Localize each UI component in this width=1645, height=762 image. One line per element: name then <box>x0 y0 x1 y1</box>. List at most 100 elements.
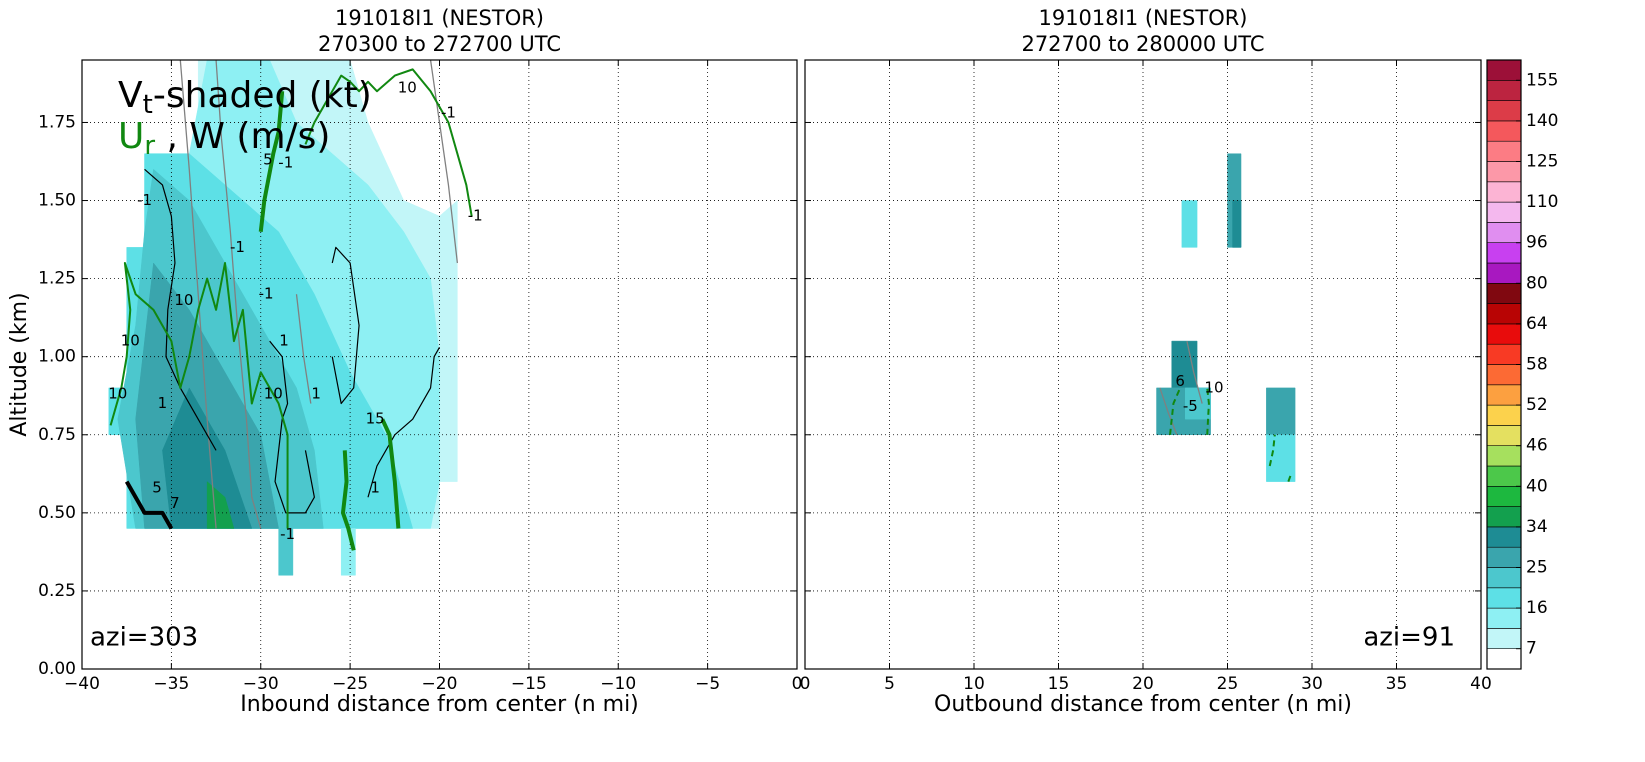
contour-label: 10 <box>398 79 417 97</box>
colorbar-bin <box>1486 628 1522 650</box>
contour-line <box>269 340 315 514</box>
colorbar-bin <box>1486 242 1522 264</box>
y-tick-label: 0.25 <box>38 581 76 601</box>
colorbar-bin <box>1486 323 1522 345</box>
contour-line <box>258 91 285 232</box>
colorbar-frame <box>1486 59 1522 670</box>
x-tick-label: 5 <box>884 674 895 694</box>
x-tick-label: 35 <box>1386 674 1408 694</box>
contour-line <box>109 262 289 529</box>
panel-title: 191018I1 (NESTOR) <box>335 6 544 30</box>
legend-text: V <box>118 75 143 116</box>
y-tick-label: 1.75 <box>38 112 76 132</box>
colorbar-label: 58 <box>1526 355 1548 375</box>
colorbar-bin <box>1486 201 1522 223</box>
x-tick-label: 0 <box>792 674 803 694</box>
x-tick-label: 0 <box>800 674 811 694</box>
colorbar-bin <box>1486 485 1522 507</box>
panel-title: 272700 to 280000 UTC <box>1021 32 1264 56</box>
y-tick-label: 0.00 <box>38 659 76 679</box>
shaded-region <box>1185 387 1211 420</box>
contour-label: 5 <box>263 150 273 168</box>
contour-label: -1 <box>278 154 293 172</box>
x-tick-label: −30 <box>243 674 279 694</box>
x-tick-label: 10 <box>963 674 985 694</box>
contour-line <box>340 450 356 551</box>
panel-title: 191018I1 (NESTOR) <box>1038 6 1247 30</box>
contour-label: 1 <box>370 478 380 496</box>
contour-line <box>1268 434 1276 467</box>
contour-label: 5 <box>152 478 162 496</box>
colorbar-label: 7 <box>1526 639 1537 659</box>
y-tick-label: 1.00 <box>38 347 76 367</box>
legend-text: , W (m/s) <box>155 116 330 157</box>
shaded-region <box>1266 434 1296 482</box>
annotation: azi=303 <box>90 623 198 653</box>
colorbar-label: 155 <box>1526 70 1558 90</box>
annotation: azi=91 <box>1363 623 1455 653</box>
panel-title: 270300 to 272700 UTC <box>318 32 561 56</box>
y-axis-label: Altitude (km) <box>7 292 32 436</box>
contour-line <box>367 347 441 498</box>
contour-label: -1 <box>468 207 483 225</box>
colorbar-label: 16 <box>1526 598 1548 618</box>
colorbar-bin <box>1486 425 1522 446</box>
colorbar-bin <box>1486 120 1522 142</box>
legend-entry: Vt-shaded (kt) <box>118 75 372 120</box>
contour-label: 1 <box>158 394 168 412</box>
colorbar-label: 96 <box>1526 233 1548 253</box>
colorbar-bin <box>1486 364 1522 386</box>
contour-line <box>144 168 217 451</box>
x-axis-label: Outbound distance from center (n mi) <box>934 692 1352 717</box>
y-tick-label: 1.25 <box>38 269 76 289</box>
colorbar-bin <box>1486 282 1522 304</box>
contour-label: 1 <box>311 385 321 403</box>
x-tick-label: −35 <box>153 674 189 694</box>
contour-label: 6 <box>1175 372 1185 390</box>
y-tick-label: 0.50 <box>38 503 76 523</box>
colorbar-bin <box>1486 506 1522 528</box>
colorbar-label: 140 <box>1526 111 1558 131</box>
contour-label: -1 <box>280 525 295 543</box>
contour-label: -5 <box>1183 397 1198 415</box>
x-tick-label: 15 <box>1048 674 1070 694</box>
contour-line <box>179 60 217 529</box>
x-tick-label: −5 <box>695 674 720 694</box>
contour-line <box>1169 387 1182 435</box>
colorbar-bin <box>1486 404 1522 426</box>
contour-line <box>1186 340 1203 404</box>
contour-label: 15 <box>366 410 385 428</box>
colorbar-bin <box>1486 607 1522 629</box>
colorbar-bin <box>1486 546 1522 568</box>
colorbar-bin <box>1486 161 1522 183</box>
x-tick-label: 40 <box>1470 674 1492 694</box>
colorbar-bin <box>1486 303 1522 325</box>
contour-label: 10 <box>108 385 127 403</box>
contour-label: 1 <box>279 332 289 350</box>
colorbar-bin <box>1486 384 1522 406</box>
x-tick-label: −40 <box>64 674 100 694</box>
x-tick-label: 25 <box>1217 674 1239 694</box>
colorbar-label: 110 <box>1526 192 1558 212</box>
colorbar-label: 40 <box>1526 476 1548 496</box>
x-axis-label: Inbound distance from center (n mi) <box>240 692 639 717</box>
contour-label: 10 <box>174 291 193 309</box>
colorbar-bin <box>1486 80 1522 101</box>
colorbar-label: 25 <box>1526 558 1548 578</box>
contour-line <box>331 246 360 405</box>
colorbar-bin <box>1486 59 1522 81</box>
contour-label: -1 <box>441 104 456 122</box>
x-tick-label: −10 <box>600 674 636 694</box>
colorbar-bin <box>1486 587 1522 609</box>
contour-line <box>1287 471 1293 482</box>
colorbar-label: 46 <box>1526 436 1548 456</box>
legend-text: U <box>118 116 144 157</box>
x-tick-label: −15 <box>511 674 547 694</box>
contour-label: -1 <box>259 285 274 303</box>
y-tick-label: 1.50 <box>38 191 76 211</box>
contour-label: -1 <box>230 238 245 256</box>
colorbar-bin <box>1486 181 1522 203</box>
colorbar-label: 52 <box>1526 395 1548 415</box>
